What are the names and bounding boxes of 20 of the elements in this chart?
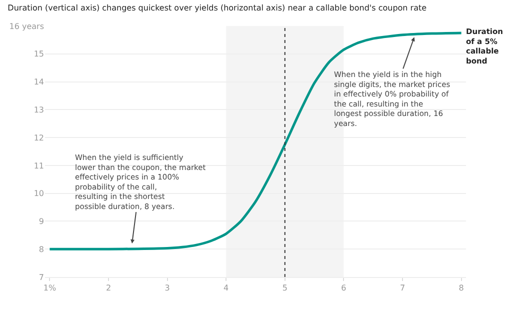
chart-title: Duration (vertical axis) changes quickest over yields (horizontal axis) near a callable bond's coupon rate bbox=[8, 4, 427, 13]
line-series bbox=[48, 32, 463, 250]
x-tick-label: 1% bbox=[43, 284, 56, 293]
x-tick-label: 4 bbox=[224, 284, 229, 293]
y-tick-label: 10 bbox=[34, 189, 44, 198]
y-tick-label: 9 bbox=[38, 217, 44, 226]
y-tick-label: 16 years bbox=[9, 22, 44, 31]
x-tick-label: 7 bbox=[400, 284, 406, 293]
x-tick-label: 3 bbox=[164, 284, 170, 293]
y-tick-label: 15 bbox=[34, 50, 44, 59]
x-tick-label: 8 bbox=[458, 284, 464, 293]
x-tick-label: 2 bbox=[106, 284, 112, 293]
x-tick-label: 5 bbox=[282, 284, 288, 293]
y-tick-label: 13 bbox=[34, 105, 44, 114]
y-tick-label: 8 bbox=[38, 244, 44, 254]
y-tick-label: 12 bbox=[34, 133, 44, 142]
y-tick-label: 14 bbox=[34, 78, 44, 87]
y-tick-label: 11 bbox=[34, 161, 44, 170]
x-tick-label: 6 bbox=[341, 284, 346, 293]
y-tick-label: 7 bbox=[38, 272, 44, 282]
